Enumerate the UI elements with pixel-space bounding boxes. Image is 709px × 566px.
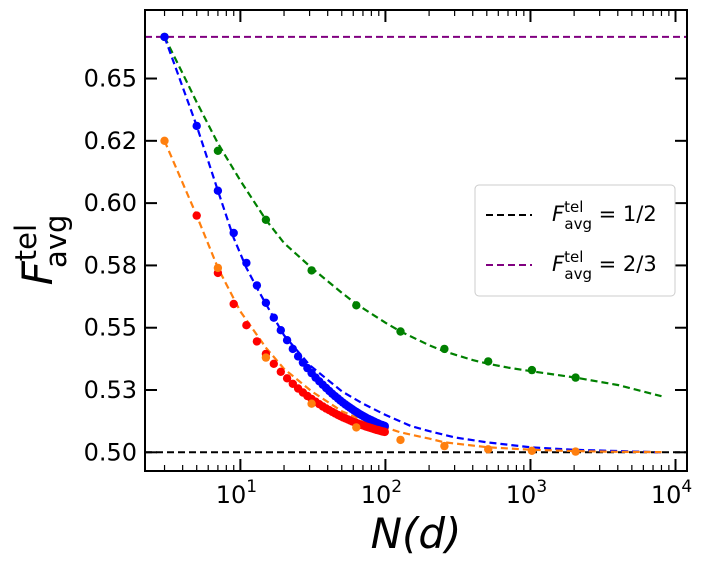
- x-tick-label: 102: [361, 477, 402, 509]
- y-axis-label: Ftelavg: [9, 215, 73, 286]
- orange-point: [160, 136, 169, 145]
- green-point: [571, 373, 580, 382]
- series-points: [160, 32, 580, 456]
- x-tick-label: 101: [216, 477, 257, 509]
- green-point: [527, 365, 537, 375]
- reference-lines: [145, 35, 687, 454]
- y-tick-label: 0.53: [84, 376, 137, 404]
- plot-frame: [144, 9, 688, 472]
- legend-label-two-thirds: Ftel avg = 2/3: [552, 248, 657, 283]
- blue-point: [282, 336, 292, 345]
- red-point: [269, 359, 278, 368]
- blue-point: [229, 228, 238, 238]
- x-tick-label: 103: [506, 477, 547, 509]
- legend-label-half: Ftel avg = 1/2: [552, 198, 657, 233]
- blue-point: [269, 313, 278, 322]
- blue-point: [288, 344, 297, 354]
- green-point: [213, 146, 223, 155]
- y-tick-label: 0.55: [84, 314, 137, 342]
- blue-point: [293, 352, 303, 361]
- blue-curve: [163, 36, 662, 454]
- red-point: [380, 427, 389, 437]
- y-tick-label: 0.50: [84, 438, 137, 466]
- green-point: [307, 266, 316, 275]
- orange-point: [307, 399, 316, 408]
- orange-point: [527, 446, 537, 455]
- red-point: [229, 299, 238, 309]
- orange-point: [213, 263, 223, 273]
- svg-text:Ftelavg: Ftelavg: [9, 215, 73, 286]
- green-point: [484, 357, 493, 366]
- green-point: [440, 344, 449, 354]
- x-tick-label: 104: [651, 477, 692, 509]
- red-point: [242, 321, 251, 330]
- y-label-sub: avg: [39, 215, 73, 268]
- blue-point: [242, 258, 251, 268]
- orange-point: [571, 447, 580, 456]
- y-tick-label: 0.62: [84, 127, 137, 155]
- red-point: [276, 367, 285, 376]
- orange-point: [440, 441, 449, 451]
- green-point: [261, 215, 271, 224]
- orange-point: [261, 353, 271, 362]
- orange-point: [484, 445, 493, 454]
- red-point: [282, 374, 292, 383]
- red-point: [192, 211, 201, 220]
- y-tick-label: 0.58: [84, 251, 137, 279]
- green-point: [352, 301, 361, 310]
- green-point: [396, 327, 405, 336]
- legend: Ftel avg = 1/2 Ftel avg = 2/3: [474, 184, 676, 297]
- blue-point: [192, 121, 201, 131]
- y-tick-label: 0.65: [84, 65, 137, 93]
- x-axis-label: N(d): [371, 509, 462, 558]
- y-label-sup: tel: [9, 224, 43, 261]
- y-label-main: F: [13, 260, 62, 285]
- green-curve: [163, 36, 662, 398]
- blue-point: [160, 32, 169, 42]
- orange-point: [396, 435, 405, 445]
- axis-ticks: 0.50 0.53 0.55 0.58 0.60 0.62 0.65 101 102 103 104: [84, 10, 692, 509]
- blue-point: [252, 281, 262, 290]
- y-tick-label: 0.60: [84, 189, 137, 217]
- orange-point: [352, 423, 361, 432]
- blue-point: [276, 326, 285, 335]
- blue-point: [213, 186, 223, 195]
- blue-point: [261, 298, 271, 307]
- legend-box: [474, 184, 676, 297]
- red-point: [252, 337, 262, 346]
